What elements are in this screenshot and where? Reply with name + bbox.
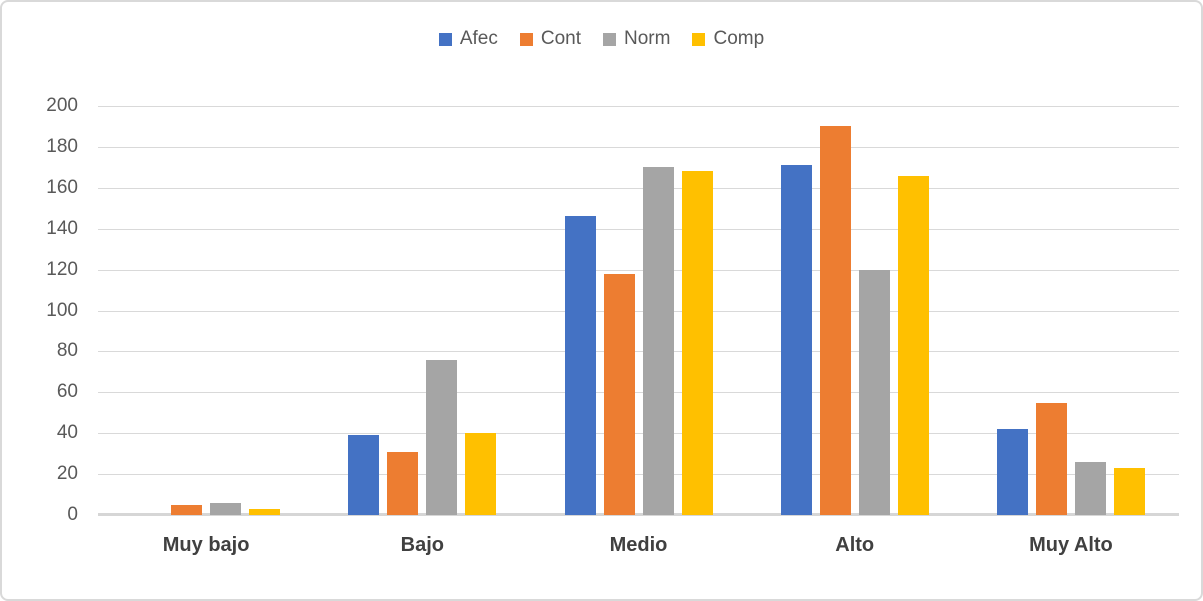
x-label-alto: Alto [835,534,875,556]
legend-label: Afec [459,28,498,49]
chart-legend: Afec Cont Norm Comp [2,28,1201,50]
gridline-200 [98,106,1179,107]
y-axis: 0 20 40 60 80 100 120 140 160 180 200 [2,95,78,525]
y-tick-label-80: 80 [56,340,78,362]
gridline-100 [98,310,1179,312]
bar-groups [98,106,1179,515]
gridline-20 [98,474,1179,476]
bar-norm-medio [642,167,674,515]
y-tick-label-200: 200 [46,95,78,116]
x-axis-line [98,513,1179,516]
plot-area [98,106,1179,516]
bar-cont-alto [819,126,851,515]
bar-comp-muy-alto [1113,467,1145,515]
bar-group-muy-alto [963,106,1179,515]
y-tick-label-100: 100 [46,299,78,321]
bar-group-muy-bajo [98,106,314,515]
gridline-160 [98,187,1179,189]
gridline-140 [98,228,1179,230]
bar-norm-muy-alto [1074,461,1106,515]
y-tick-label-60: 60 [56,381,78,403]
bar-group-bajo [314,106,530,515]
bar-afec-medio [564,216,596,515]
bar-comp-bajo [465,433,497,515]
legend-swatch-afec [438,32,452,46]
bar-afec-alto [780,165,812,515]
bar-cont-muy-bajo [171,504,203,515]
bar-cont-bajo [387,451,419,515]
bar-group-alto [747,106,963,515]
gridline-120 [98,269,1179,271]
legend-item-cont: Cont [519,28,582,50]
gridline-60 [98,392,1179,394]
y-tick-label-180: 180 [46,135,78,157]
y-tick-label-40: 40 [56,422,78,444]
bar-norm-muy-bajo [210,502,242,515]
y-tick-label-160: 160 [46,176,78,198]
x-label-muy-alto: Muy Alto [1029,534,1113,556]
bar-group-medio [530,106,746,515]
legend-item-afec: Afec [438,28,498,50]
legend-swatch-comp [692,32,706,46]
bar-cont-medio [603,273,635,515]
x-label-bajo: Bajo [400,534,444,556]
bar-comp-alto [897,175,929,515]
legend-item-comp: Comp [692,28,764,50]
gridline-180 [98,146,1179,148]
legend-item-norm: Norm [603,28,670,50]
bar-comp-medio [681,171,713,515]
legend-label: Comp [713,28,765,49]
bar-norm-alto [858,269,890,515]
gridline-40 [98,433,1179,435]
bar-comp-muy-bajo [249,508,281,515]
y-tick-label-20: 20 [56,463,78,485]
legend-swatch-cont [519,32,533,46]
x-label-muy-bajo: Muy bajo [162,534,250,556]
bar-cont-muy-alto [1035,402,1067,515]
y-tick-label-140: 140 [46,217,78,239]
bar-afec-muy-alto [996,429,1028,515]
gridline-80 [98,351,1179,353]
legend-label: Cont [540,28,582,49]
legend-label: Norm [624,28,671,49]
y-tick-label-0: 0 [67,504,78,525]
y-tick-label-120: 120 [46,258,78,280]
legend-swatch-norm [603,32,617,46]
bar-norm-bajo [426,359,458,515]
bar-afec-bajo [348,435,380,515]
x-label-medio: Medio [609,534,668,556]
x-axis: Muy bajo Bajo Medio Alto Muy Alto [98,534,1179,557]
